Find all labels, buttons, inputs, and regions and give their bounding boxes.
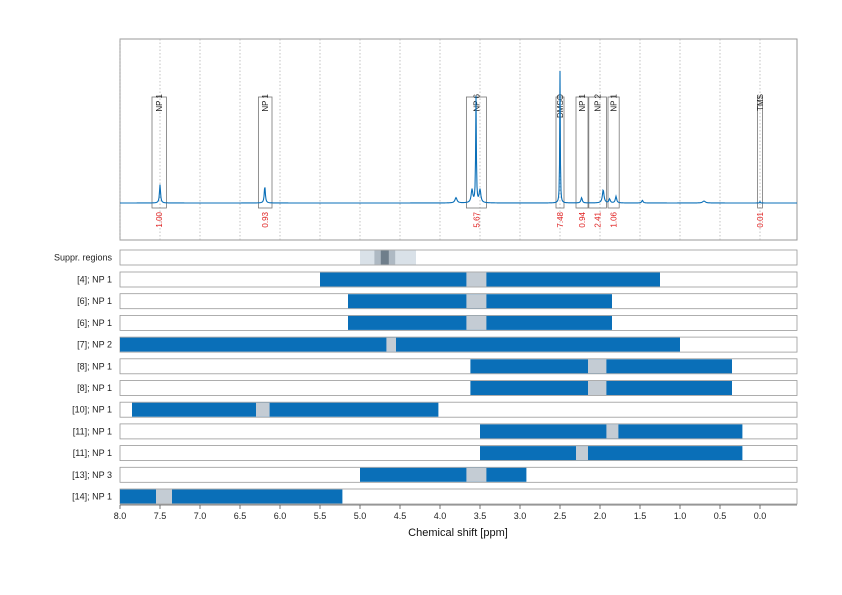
range-bar [132,402,439,417]
x-tick-label: 7.5 [154,511,167,521]
row-label: [13]; NP 3 [72,470,112,480]
integral-value: 1.06 [610,211,619,227]
spectrum-frame [119,38,798,241]
region-label: NP 1 [155,93,164,111]
range-gap [466,315,487,330]
integral-value: 1.00 [155,211,164,227]
x-tick-label: 8.0 [114,511,127,521]
row-label: [11]; NP 1 [73,448,112,458]
range-bar [480,446,743,461]
range-gap [588,359,607,374]
row-label: [11]; NP 1 [73,426,112,436]
range-gap [466,272,487,287]
x-tick-label: 0.0 [754,511,767,521]
row-label: [8]; NP 1 [77,361,112,371]
range-bar [320,272,660,287]
x-tick-label: 1.5 [634,511,647,521]
x-tick-label: 3.5 [474,511,487,521]
row-label: [8]; NP 1 [77,383,112,393]
range-rows-panel: [4]; NP 1 [6]; NP 1 [6]; NP 1 [7]; NP 2 [8];… [72,271,798,505]
range-gap [466,467,487,482]
row-label: [6]; NP 1 [77,318,112,328]
region-label: NP 6 [472,93,481,111]
row-label: [14]; NP 1 [72,492,112,502]
spectrum-trace [120,70,797,204]
x-tick-label: 3.0 [514,511,527,521]
range-gap [256,402,270,417]
region-box [607,96,620,209]
range-gap [588,381,607,395]
row-label: [10]; NP 1 [72,405,112,415]
x-tick-label: 0.5 [714,511,727,521]
region-box [257,96,273,209]
integral-value: 0.01 [756,211,765,227]
integral-value: 0.93 [261,211,270,227]
x-tick-label: 5.0 [354,511,367,521]
region-label: NP 1 [578,93,587,111]
integral-value: 2.41 [594,211,603,227]
region-label: NP 1 [261,93,270,111]
integral-value: 5.67 [472,211,481,227]
x-axis: 8.0 7.5 7.0 6.5 6.0 5.5 5.0 4.5 4.0 3.5 3.0 2.5 2.0 1… [114,504,797,521]
region-box [575,96,589,209]
region-label: NP 2 [594,93,603,111]
range-gap [386,337,396,352]
region-box [757,96,763,209]
region-box [151,96,167,209]
x-tick-label: 7.0 [194,511,207,521]
x-tick-label: 1.0 [674,511,687,521]
row-label: [6]; NP 1 [77,296,112,306]
x-tick-label: 4.0 [434,511,447,521]
region-label: TMS [756,94,765,111]
region-box [588,96,607,209]
integral-value: 0.94 [578,211,587,227]
row-label: [7]; NP 2 [77,340,112,350]
range-gap [576,446,588,461]
integral-value: 7.48 [556,211,565,227]
x-tick-label: 6.0 [274,511,287,521]
suppression-label: Suppr. regions [54,253,113,263]
range-gap [606,424,619,439]
x-tick-label: 4.5 [394,511,407,521]
range-bar [120,489,343,504]
range-bar [120,337,680,352]
row-label: [4]; NP 1 [77,275,112,285]
x-tick-label: 2.5 [554,511,567,521]
x-tick-label: 6.5 [234,511,247,521]
x-tick-label: 2.0 [594,511,607,521]
x-axis-title: Chemical shift [ppm] [408,527,508,539]
x-tick-label: 5.5 [314,511,327,521]
range-gap [156,489,172,504]
range-bar [360,467,527,482]
suppression-frame [119,249,798,266]
range-gap [466,294,487,309]
suppression-panel: Suppr. regions [54,249,798,266]
region-label: NP 1 [610,93,619,111]
suppression-band [380,250,389,265]
